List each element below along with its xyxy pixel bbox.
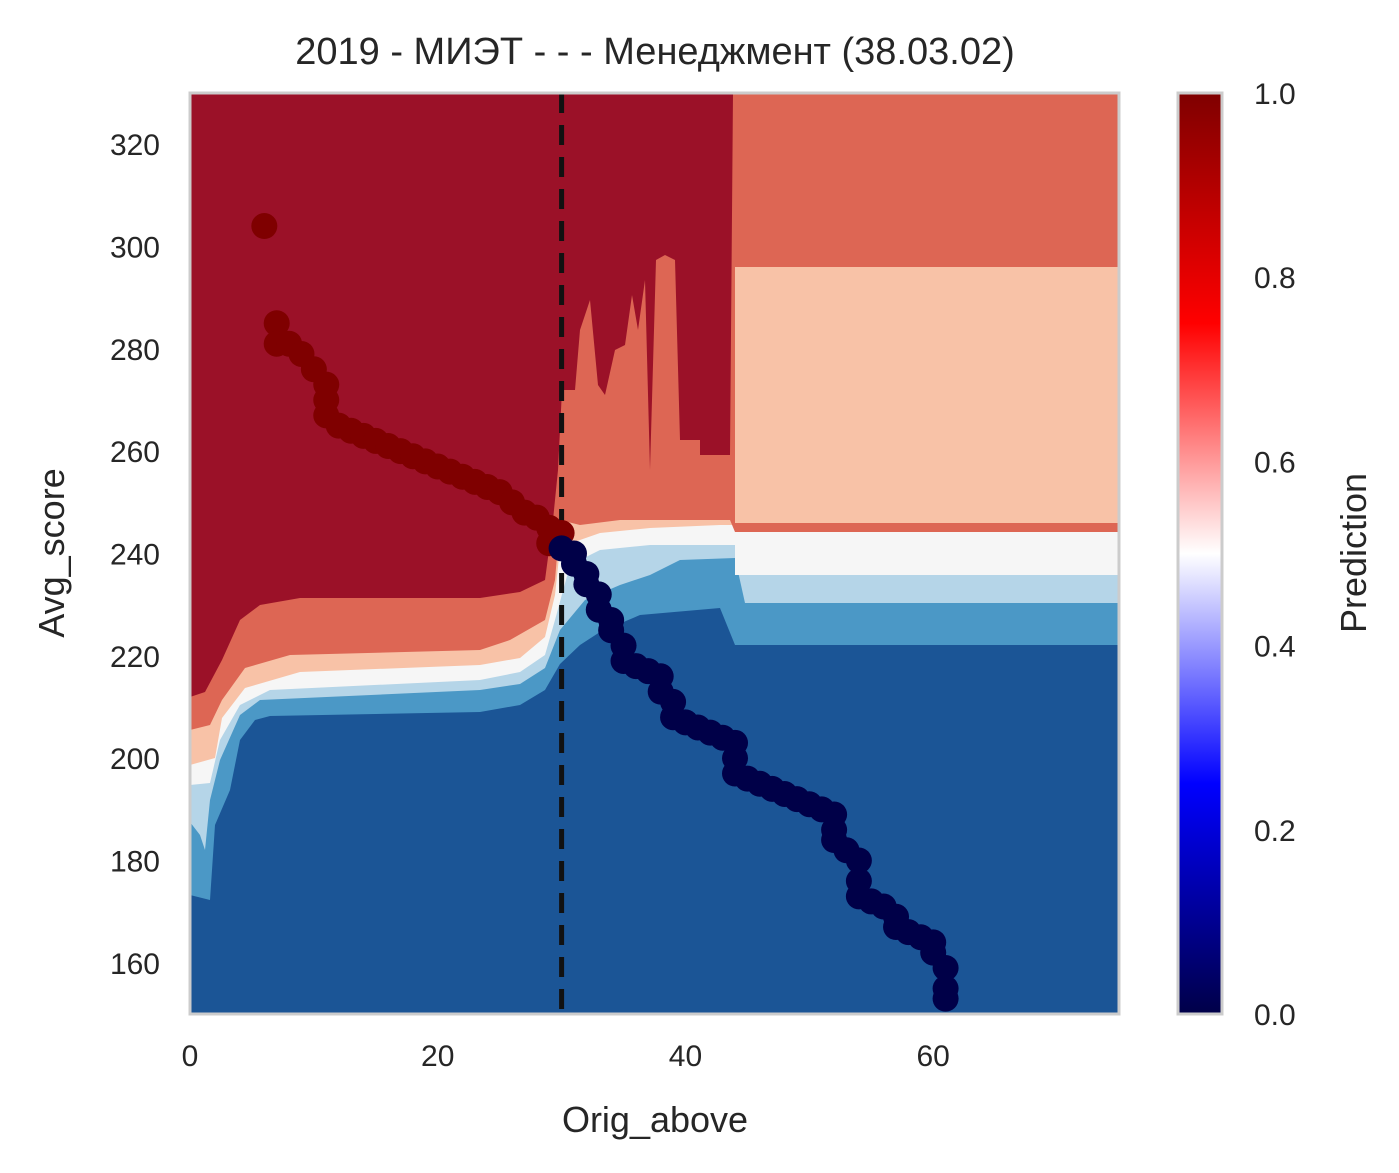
- colorbar-tick-label: 0.4: [1254, 631, 1296, 664]
- contour-band-peach-upper: [735, 267, 1119, 523]
- data-point-admitted: [263, 310, 290, 337]
- colorbar-tick-label: 0.2: [1254, 815, 1296, 848]
- colorbar-label: Prediction: [1333, 473, 1374, 633]
- data-point-not-admitted: [845, 847, 872, 874]
- data-point-admitted: [251, 213, 278, 240]
- x-tick-label: 60: [917, 1040, 950, 1073]
- x-tick-label: 0: [182, 1040, 199, 1073]
- colorbar-tick-labels: 0.0 0.2 0.4 0.6 0.8 1.0: [1254, 78, 1296, 1032]
- x-tick-label: 20: [421, 1040, 454, 1073]
- y-tick-label: 180: [110, 846, 160, 879]
- x-tick-labels: 0 20 40 60: [182, 1040, 950, 1073]
- colorbar-tick-label: 0.0: [1254, 999, 1296, 1032]
- y-tick-label: 200: [110, 743, 160, 776]
- y-tick-label: 240: [110, 539, 160, 572]
- y-tick-label: 320: [110, 129, 160, 162]
- y-tick-label: 260: [110, 436, 160, 469]
- data-point-not-admitted: [932, 954, 959, 981]
- colorbar-tick-label: 1.0: [1254, 78, 1296, 111]
- colorbar-tick-label: 0.8: [1254, 262, 1296, 295]
- contour-band-0.8-1.0: [190, 93, 733, 697]
- colorbar: [1176, 91, 1224, 1016]
- plot-frame: [188, 91, 1121, 1016]
- data-points: [251, 213, 959, 1012]
- decision-contours: [190, 93, 1119, 1014]
- chart-title: 2019 - МИЭТ - - - Менеджмент (38.03.02): [295, 31, 1015, 73]
- colorbar-tick-label: 0.6: [1254, 446, 1296, 479]
- y-tick-label: 220: [110, 641, 160, 674]
- data-point-not-admitted: [932, 985, 959, 1012]
- y-tick-label: 160: [110, 948, 160, 981]
- y-tick-label: 280: [110, 334, 160, 367]
- y-tick-label: 300: [110, 232, 160, 265]
- x-axis-label: Orig_above: [562, 1099, 748, 1140]
- y-tick-labels: 160 180 200 220 240 260 280 300 320: [110, 129, 160, 981]
- x-tick-label: 40: [669, 1040, 702, 1073]
- y-axis-label: Avg_score: [31, 468, 72, 637]
